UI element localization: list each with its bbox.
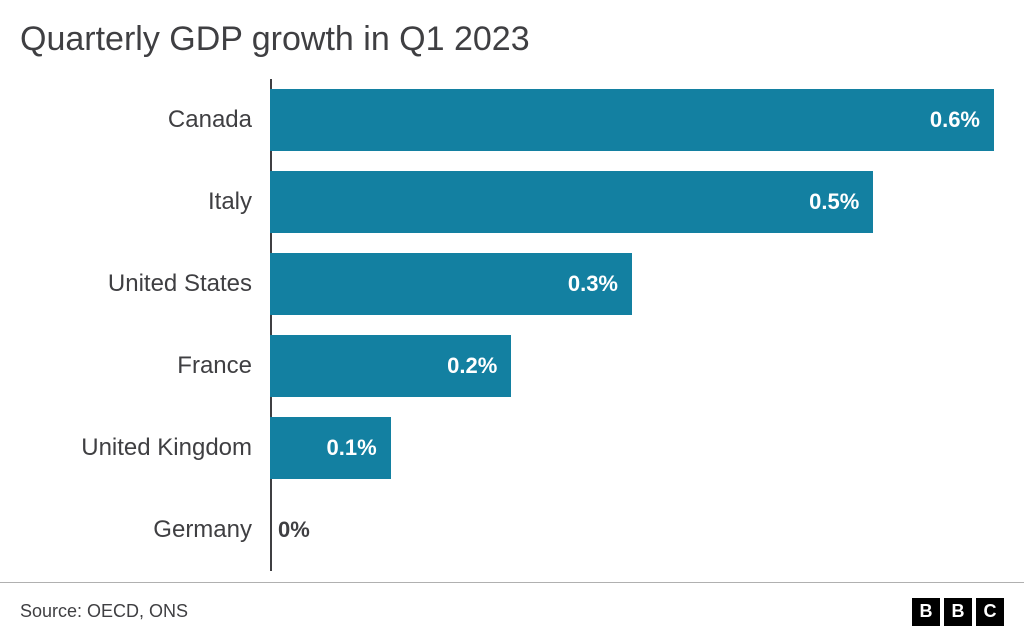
category-label: United States [30, 270, 270, 298]
bar-cell: 0.6% [270, 89, 994, 151]
category-label: Italy [30, 188, 270, 216]
category-label: France [30, 352, 270, 380]
bar-cell: 0% [270, 499, 994, 561]
logo-letter: B [944, 598, 972, 626]
value-label: 0.6% [930, 107, 980, 133]
category-label: Germany [30, 516, 270, 544]
logo-letter: C [976, 598, 1004, 626]
logo-letter: B [912, 598, 940, 626]
bar-row: France 0.2% [30, 325, 994, 407]
bar-row: Canada 0.6% [30, 79, 994, 161]
value-label: 0.5% [809, 189, 859, 215]
bar-row: United Kingdom 0.1% [30, 407, 994, 489]
bar: 0.6% [270, 89, 994, 151]
plot-area: Canada 0.6% Italy 0.5% United States 0.3% Fran… [30, 79, 994, 579]
source-text: Source: OECD, ONS [20, 601, 188, 622]
value-label: 0% [278, 499, 310, 561]
bar: 0.3% [270, 253, 632, 315]
chart-footer: Source: OECD, ONS BBC [0, 582, 1024, 640]
bar-row: United States 0.3% [30, 243, 994, 325]
bar-cell: 0.2% [270, 335, 994, 397]
value-label: 0.3% [568, 271, 618, 297]
value-label: 0.2% [447, 353, 497, 379]
bars-host: Canada 0.6% Italy 0.5% United States 0.3% Fran… [30, 79, 994, 571]
bar: 0.1% [270, 417, 391, 479]
chart-title: Quarterly GDP growth in Q1 2023 [20, 20, 1004, 59]
bar-cell: 0.3% [270, 253, 994, 315]
bar-cell: 0.1% [270, 417, 994, 479]
category-label: Canada [30, 106, 270, 134]
y-axis-line [270, 79, 272, 571]
value-label: 0.1% [327, 435, 377, 461]
bar-row: Germany 0% [30, 489, 994, 571]
bbc-logo: BBC [912, 598, 1004, 626]
category-label: United Kingdom [30, 434, 270, 462]
bar-cell: 0.5% [270, 171, 994, 233]
chart-container: Quarterly GDP growth in Q1 2023 Canada 0.… [0, 0, 1024, 640]
bar: 0.2% [270, 335, 511, 397]
bar-row: Italy 0.5% [30, 161, 994, 243]
bar: 0.5% [270, 171, 873, 233]
